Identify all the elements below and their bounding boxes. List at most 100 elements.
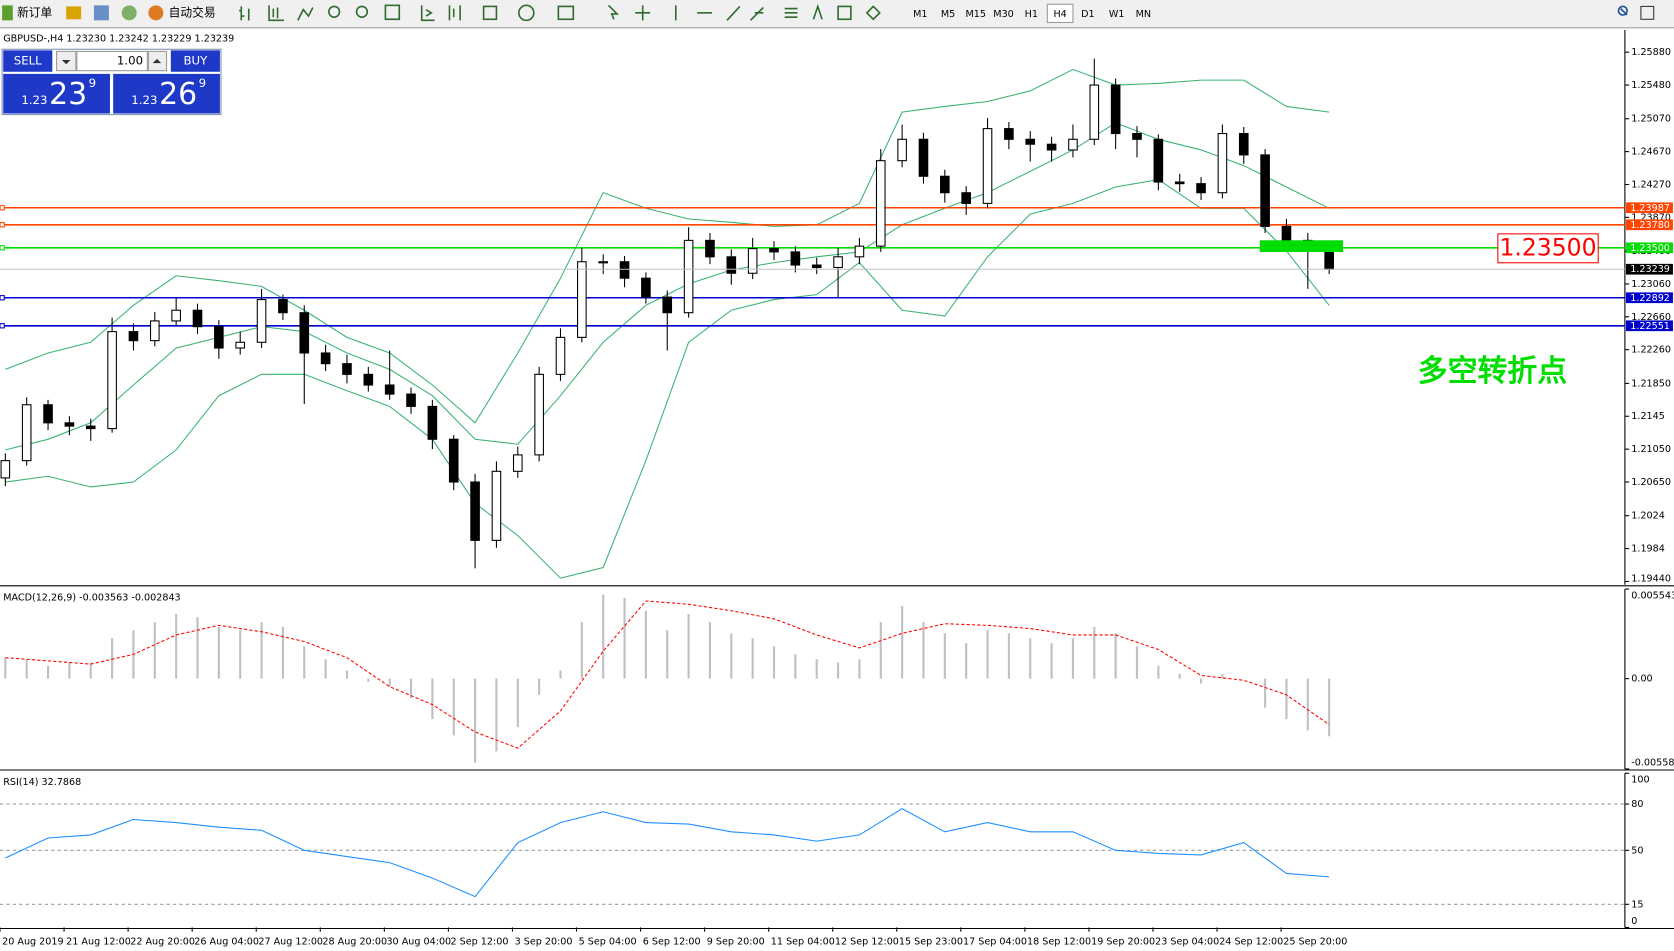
buy-button[interactable]: [170, 50, 220, 72]
level-marker: [0, 205, 5, 211]
x-tick-label: 26 Aug 04:00: [194, 936, 259, 947]
panel-title: GBPUSD-,H4 1.23230 1.23242 1.23229 1.232…: [3, 34, 234, 45]
y-tick-label: 80: [1631, 799, 1643, 810]
candle-body: [833, 256, 843, 269]
candle-body: [512, 454, 523, 472]
candle-body: [320, 352, 331, 365]
level-axis-label: 1.23987: [1630, 203, 1670, 214]
chart-window: [0, 28, 1674, 951]
x-tick-label: 23 Sep 04:00: [1155, 936, 1219, 947]
sell-fraction: 9: [89, 76, 96, 90]
level-axis-label: 1.22892: [1630, 293, 1670, 304]
candle-body: [918, 138, 929, 177]
x-tick-label: 27 Aug 12:00: [258, 936, 323, 947]
x-tick-label: 24 Sep 12:00: [1219, 936, 1283, 947]
candle-body: [662, 296, 673, 314]
timeframe[interactable]: D1: [1081, 9, 1094, 20]
timeframe[interactable]: M5: [941, 9, 955, 20]
lot-down-arrow: [61, 59, 71, 65]
timeframe[interactable]: M1: [913, 9, 927, 20]
timeframe[interactable]: MN: [1136, 9, 1151, 20]
candle-body: [427, 405, 438, 440]
auto-trading[interactable]: 自动交易: [169, 5, 216, 19]
candle-body: [171, 309, 181, 322]
y-tick-label: 1.21850: [1631, 378, 1671, 389]
y-tick-label: 1.25070: [1631, 114, 1671, 125]
y-tick-label: 1.2145: [1631, 411, 1665, 422]
menu-icon[interactable]: [1640, 5, 1655, 20]
candle-body: [790, 251, 801, 266]
sell-price-box[interactable]: [3, 73, 110, 114]
timeframe[interactable]: M15: [966, 9, 986, 20]
search-icon[interactable]: [1617, 5, 1628, 16]
timeframe[interactable]: W1: [1109, 9, 1125, 20]
autotrade-icon[interactable]: [148, 5, 164, 21]
buy-price-box[interactable]: [113, 73, 220, 114]
candle-body: [491, 470, 502, 541]
pivot-label-box: [1497, 233, 1599, 264]
sell-button[interactable]: [3, 50, 53, 72]
y-tick-label: 1.19440: [1631, 573, 1671, 584]
candle-body: [1238, 133, 1249, 156]
candle-body: [342, 363, 352, 375]
candle-body: [406, 393, 416, 407]
candle-body: [897, 138, 907, 162]
x-tick-label: 17 Sep 04:00: [963, 936, 1027, 947]
sell-pips: 23: [49, 77, 87, 112]
tool-icon[interactable]: [93, 5, 109, 21]
y-tick-label: 1.1984: [1631, 544, 1665, 555]
y-tick-label: 1.24670: [1631, 147, 1671, 158]
x-tick-label: 28 Aug 20:00: [322, 936, 387, 947]
x-tick-label: 3 Sep 20:00: [515, 936, 573, 947]
y-tick-label: 1.23870: [1631, 212, 1671, 223]
candle-body: [278, 299, 288, 314]
bollinger-upper: [5, 68, 1330, 424]
sell-label[interactable]: SELL: [14, 54, 42, 68]
buy-label[interactable]: BUY: [183, 54, 208, 68]
y-tick-label: 15: [1631, 899, 1643, 910]
buy-fraction: 9: [199, 76, 206, 90]
sell-big-figure: 1.23: [21, 93, 47, 107]
candle-body: [363, 373, 374, 386]
y-tick-label: 1.25880: [1631, 47, 1671, 58]
level-axis-box: [1625, 242, 1673, 254]
y-tick-label: 100: [1631, 775, 1649, 786]
toolbar: [0, 0, 1674, 28]
candle-body: [1089, 84, 1100, 140]
panel-title: MACD(12,26,9) -0.003563 -0.002843: [3, 593, 180, 604]
candle-body: [470, 481, 480, 541]
level-marker: [0, 323, 5, 329]
candle-body: [982, 128, 993, 204]
x-tick-label: 22 Aug 20:00: [130, 936, 195, 947]
pivot-zone: [1259, 240, 1344, 253]
candle-body: [64, 422, 75, 427]
level-axis-box: [1625, 320, 1673, 332]
x-tick-label: 12 Sep 12:00: [835, 936, 899, 947]
y-tick-label: 1.21050: [1631, 444, 1671, 455]
new-order[interactable]: 新订单: [17, 5, 52, 19]
lot-value[interactable]: 1.00: [117, 54, 143, 68]
tool-icon[interactable]: [121, 5, 137, 21]
candle-body: [1068, 138, 1078, 151]
new-order-icon[interactable]: [2, 5, 13, 21]
tool-icon[interactable]: [66, 6, 82, 20]
x-tick-label: 6 Sep 12:00: [643, 936, 701, 947]
level-marker: [0, 295, 5, 301]
one-click-trading: SELL 1.00 BUY 1.23 23 9 1.23 26 9: [1, 48, 222, 116]
candle-body: [256, 299, 267, 343]
timeframe[interactable]: M30: [993, 9, 1013, 20]
level-axis-box: [1625, 219, 1673, 231]
pivot-label: 1.23500: [1499, 233, 1596, 261]
tool-icons[interactable]: [239, 3, 881, 22]
macd-signal: [5, 600, 1330, 749]
timeframe[interactable]: H4: [1053, 9, 1066, 20]
lot-input[interactable]: [76, 50, 148, 72]
candle-body: [875, 160, 886, 247]
timeframe[interactable]: H1: [1025, 9, 1038, 20]
current-price-label: 1.23239: [1630, 264, 1670, 275]
candle-body: [619, 261, 630, 279]
candle-body: [21, 404, 32, 462]
y-tick-label: 0.005543: [1631, 590, 1674, 601]
candle-body: [641, 277, 651, 298]
